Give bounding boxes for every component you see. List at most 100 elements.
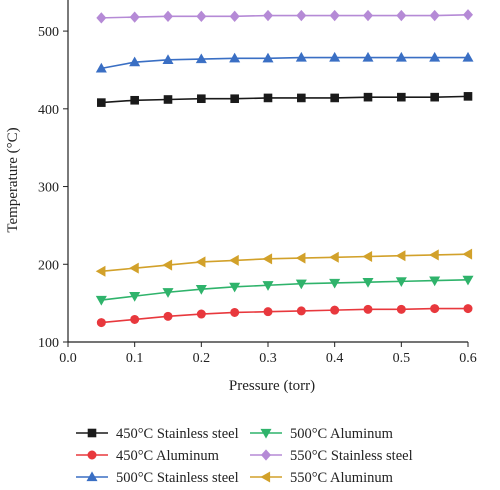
legend-item: 450°C Stainless steel [76,426,239,442]
y-axis-label: Temperature (°C) [5,127,21,232]
data-point [395,250,406,262]
data-point [363,92,373,102]
data-point [296,306,306,316]
data-point [329,51,341,62]
data-point [229,10,240,22]
series-line [101,279,469,301]
series-line [101,253,469,273]
data-point [263,93,273,103]
legend-item: 550°C Aluminum [250,470,394,486]
legend-label: 450°C Aluminum [116,448,220,464]
data-point [195,53,207,64]
data-point [295,279,307,290]
legend-label: 450°C Stainless steel [116,426,239,442]
data-point [196,309,206,319]
data-point [329,251,339,263]
data-point [297,93,306,103]
data-point [95,295,107,306]
data-point [429,276,441,287]
data-point [296,9,307,22]
series-1 [97,92,473,107]
legend-marker [87,450,97,460]
data-point [430,304,440,314]
data-point [330,305,340,315]
data-point [463,304,473,314]
legend-item: 500°C Stainless steel [76,470,239,486]
data-point [229,52,241,63]
data-point [195,285,207,295]
data-point [95,62,107,73]
data-point [462,248,473,260]
data-point [229,254,239,266]
x-tick-label: 0.2 [193,351,211,366]
data-point [162,259,173,271]
legend-label: 550°C Stainless steel [290,448,413,464]
data-point [429,9,440,22]
data-point [395,51,407,62]
data-point [229,282,241,293]
legend-marker [260,449,272,461]
series-layer [95,9,474,328]
x-axis-label: Pressure (torr) [229,378,315,394]
data-point [396,9,407,22]
series-line [101,56,468,70]
y-tick-label: 400 [38,103,59,118]
data-point [129,56,141,67]
series-line [101,13,469,19]
series-2 [96,304,473,328]
legend-item: 500°C Aluminum [250,426,394,442]
data-point [397,92,406,102]
y-tick-label: 300 [38,181,59,196]
data-point [163,95,173,104]
legend: 450°C Stainless steel 450°C Aluminum 500°C… [76,426,413,486]
data-point [129,11,140,23]
data-point [130,95,139,105]
data-point [395,277,407,287]
data-point [130,314,140,324]
data-point [262,253,273,265]
data-point [463,92,473,101]
series-5 [96,9,474,24]
data-point [262,9,274,22]
legend-label: 500°C Aluminum [290,426,394,442]
data-point [462,9,474,21]
data-point [95,265,106,277]
legend-marker [87,428,97,438]
data-point [429,51,441,62]
x-tick-label: 0.1 [126,351,144,366]
data-point [129,262,139,274]
data-point [196,10,207,22]
data-point [197,94,206,104]
data-point [362,250,373,263]
x-tick-label: 0.0 [59,351,77,366]
legend-item: 450°C Aluminum [76,448,220,464]
data-point [129,292,141,302]
data-point [230,94,239,104]
data-point [362,9,374,22]
data-point [430,92,439,102]
y-tick-label: 500 [38,25,59,40]
data-point [295,252,306,264]
data-point [162,54,174,64]
data-point [262,52,274,63]
data-point [362,278,374,288]
legend-marker [260,428,272,439]
x-tick-label: 0.5 [393,351,411,366]
legend-label: 500°C Stainless steel [116,470,239,486]
data-point [295,51,307,62]
data-point [329,278,341,289]
data-point [162,10,174,22]
data-point [163,311,173,321]
data-point [230,307,240,317]
data-point [462,51,474,62]
data-point [195,256,206,268]
data-point [429,249,439,261]
legend-marker [86,471,98,482]
data-point [262,281,274,291]
data-point [462,275,474,286]
data-point [329,9,340,22]
y-tick-label: 100 [38,336,59,351]
series-line [101,95,469,104]
data-point [362,51,374,62]
